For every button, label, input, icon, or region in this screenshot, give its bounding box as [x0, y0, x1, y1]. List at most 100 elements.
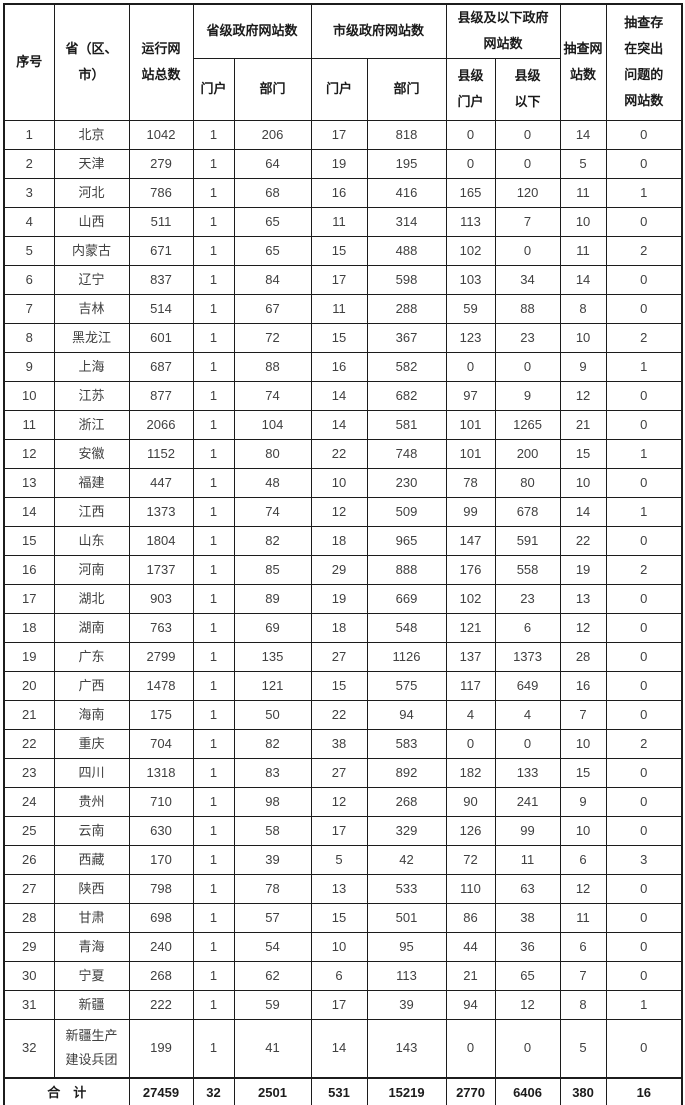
province-cell: 河北: [53, 177, 130, 208]
value-cell: 1: [192, 670, 235, 701]
value-cell: 86: [445, 902, 496, 933]
value-cell: 1: [192, 728, 235, 759]
value-cell: 0: [494, 1018, 561, 1078]
value-cell: 121: [233, 670, 312, 701]
value-cell: 279: [128, 148, 194, 179]
table-row: 5 内蒙古 671 1 65 15 488 102 0 11 2: [3, 235, 683, 266]
value-cell: 200: [494, 438, 561, 469]
value-cell: 16: [310, 351, 368, 382]
value-cell: 0: [605, 525, 683, 556]
row-index-cell: 4: [3, 206, 55, 237]
value-cell: 74: [233, 380, 312, 411]
value-cell: 0: [445, 728, 496, 759]
value-cell: 165: [445, 177, 496, 208]
value-cell: 581: [366, 409, 447, 440]
row-index-cell: 31: [3, 989, 55, 1020]
province-cell: 广东: [53, 641, 130, 672]
value-cell: 2: [605, 728, 683, 759]
value-cell: 1: [192, 960, 235, 991]
value-cell: 314: [366, 206, 447, 237]
value-cell: 1: [192, 699, 235, 730]
value-cell: 110: [445, 873, 496, 904]
row-index-cell: 25: [3, 815, 55, 846]
value-cell: 1478: [128, 670, 194, 701]
value-cell: 965: [366, 525, 447, 556]
value-cell: 39: [233, 844, 312, 875]
value-cell: 17: [310, 989, 368, 1020]
province-cell: 云南: [53, 815, 130, 846]
province-cell: 新疆生产 建设兵团: [53, 1018, 130, 1078]
value-cell: 230: [366, 467, 447, 498]
province-cell: 浙江: [53, 409, 130, 440]
value-cell: 240: [128, 931, 194, 962]
value-cell: 0: [605, 293, 683, 324]
province-cell: 辽宁: [53, 264, 130, 295]
value-cell: 0: [605, 264, 683, 295]
value-cell: 582: [366, 351, 447, 382]
value-cell: 14: [559, 496, 607, 527]
value-cell: 10: [559, 728, 607, 759]
value-cell: 16: [559, 670, 607, 701]
value-cell: 9: [494, 380, 561, 411]
value-cell: 80: [233, 438, 312, 469]
value-cell: 1318: [128, 757, 194, 788]
value-cell: 50: [233, 699, 312, 730]
value-cell: 1: [605, 438, 683, 469]
value-cell: 14: [310, 380, 368, 411]
province-cell: 天津: [53, 148, 130, 179]
province-cell: 江西: [53, 496, 130, 527]
value-cell: 195: [366, 148, 447, 179]
value-cell: 18: [310, 612, 368, 643]
value-cell: 1152: [128, 438, 194, 469]
value-cell: 14: [310, 1018, 368, 1078]
value-cell: 135: [233, 641, 312, 672]
value-cell: 126: [445, 815, 496, 846]
value-cell: 57: [233, 902, 312, 933]
table-row: 26 西藏 170 1 39 5 42 72 11 6 3: [3, 844, 683, 875]
value-cell: 21: [559, 409, 607, 440]
value-cell: 12: [494, 989, 561, 1020]
value-cell: 175: [128, 699, 194, 730]
table-row: 17 湖北 903 1 89 19 669 102 23 13 0: [3, 583, 683, 614]
value-cell: 15: [310, 902, 368, 933]
table-row: 8 黑龙江 601 1 72 15 367 123 23 10 2: [3, 322, 683, 353]
row-index-cell: 1: [3, 119, 55, 150]
value-cell: 11: [494, 844, 561, 875]
value-cell: 10: [559, 815, 607, 846]
province-cell: 重庆: [53, 728, 130, 759]
value-cell: 1: [605, 177, 683, 208]
table-row: 18 湖南 763 1 69 18 548 121 6 12 0: [3, 612, 683, 643]
header-total-sites: 运行网 站总数: [128, 3, 194, 121]
province-cell: 广西: [53, 670, 130, 701]
value-cell: 102: [445, 583, 496, 614]
value-cell: 10: [559, 467, 607, 498]
value-cell: 97: [445, 380, 496, 411]
value-cell: 29: [310, 554, 368, 585]
value-cell: 4: [445, 699, 496, 730]
value-cell: 11: [559, 235, 607, 266]
table-row: 21 海南 175 1 50 22 94 4 4 7 0: [3, 699, 683, 730]
row-index-cell: 29: [3, 931, 55, 962]
row-index-cell: 19: [3, 641, 55, 672]
province-cell: 新疆: [53, 989, 130, 1020]
value-cell: 0: [605, 380, 683, 411]
value-cell: 8: [559, 989, 607, 1020]
value-cell: 5: [559, 1018, 607, 1078]
table-header: 序号 省（区、 市） 运行网 站总数 省级政府网站数 市级政府网站数 县级及以下…: [3, 3, 683, 121]
value-cell: 15: [310, 670, 368, 701]
table-row: 12 安徽 1152 1 80 22 748 101 200 15 1: [3, 438, 683, 469]
value-cell: 23: [494, 322, 561, 353]
row-index-cell: 24: [3, 786, 55, 817]
table-row: 2 天津 279 1 64 19 195 0 0 5 0: [3, 148, 683, 179]
value-cell: 4: [494, 699, 561, 730]
value-cell: 1: [192, 844, 235, 875]
total-value-cell: 16: [605, 1076, 683, 1105]
province-cell: 宁夏: [53, 960, 130, 991]
row-index-cell: 23: [3, 757, 55, 788]
value-cell: 22: [559, 525, 607, 556]
table-row: 24 贵州 710 1 98 12 268 90 241 9 0: [3, 786, 683, 817]
value-cell: 241: [494, 786, 561, 817]
total-value-cell: 27459: [128, 1076, 194, 1105]
value-cell: 17: [310, 119, 368, 150]
value-cell: 78: [233, 873, 312, 904]
